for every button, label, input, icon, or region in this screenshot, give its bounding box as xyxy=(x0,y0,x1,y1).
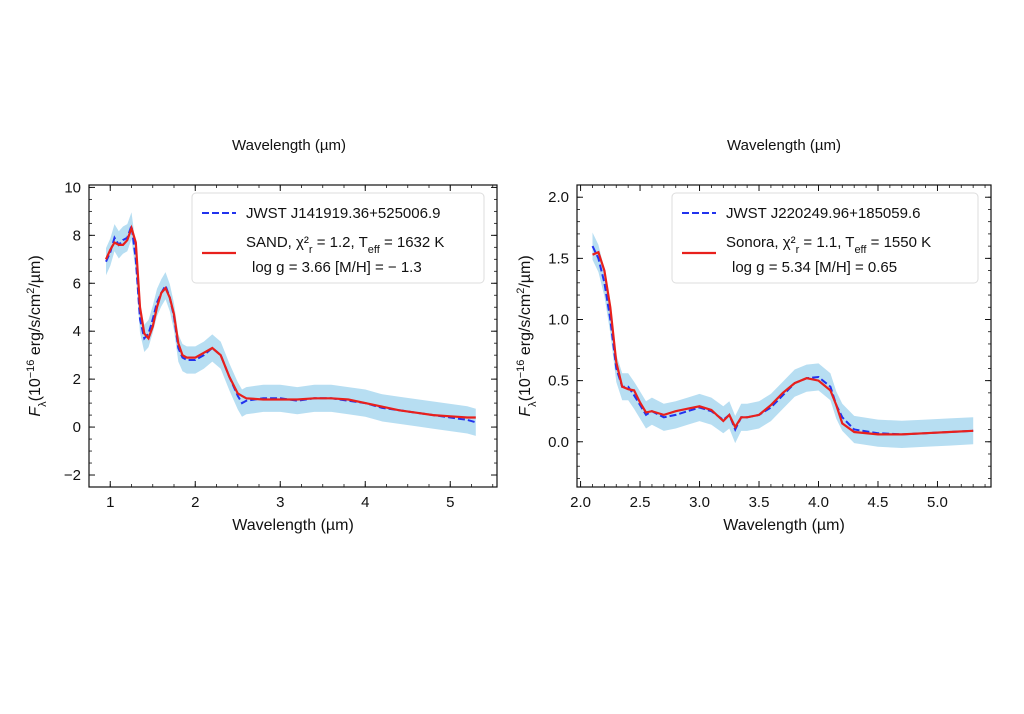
y-tick-label: 2 xyxy=(73,371,81,388)
x-tick-label: 3.5 xyxy=(749,494,770,511)
right-spectrum-panel: 2.0 2.5 3.0 3.5 4.0 4.5 5.0 0.0 0.5 1.0 1.5 2.0 Wave… xyxy=(515,184,992,534)
legend-box xyxy=(191,192,485,284)
y-tick-label: −2 xyxy=(64,467,81,484)
y-tick-label: 1.5 xyxy=(548,250,569,267)
x-tick-label: 3 xyxy=(276,494,284,511)
y-tick-label: 2.0 xyxy=(548,189,569,206)
legend-model-label: SAND, χ²r = 1.2, Teff = 1632 K xyxy=(246,234,444,256)
x-tick-label: 4 xyxy=(361,494,369,511)
top-wavelength-label-right: Wavelength (µm) xyxy=(727,137,841,154)
legend-model-label: Sonora, χ²r = 1.1, Teff = 1550 K xyxy=(726,234,931,256)
x-tick-label: 5 xyxy=(446,494,454,511)
x-tick-label: 3.0 xyxy=(689,494,710,511)
observed-uncertainty-band xyxy=(592,232,974,448)
y-tick-label: 0 xyxy=(73,419,81,436)
x-tick-label: 4.5 xyxy=(868,494,889,511)
left-spectrum-panel: 1 2 3 4 5 −2 0 2 4 6 8 10 Wavelength (µm) Fλ(10−16 er… xyxy=(25,179,498,534)
legend-observed-label: JWST J141919.36+525006.9 xyxy=(246,205,440,222)
x-tick-label: 4.0 xyxy=(808,494,829,511)
y-axis-label: Fλ(10−16 erg/s/cm2/µm) xyxy=(25,255,49,416)
y-tick-label: 1.0 xyxy=(548,311,569,328)
model-spectrum-line xyxy=(592,250,974,436)
x-tick-label: 2 xyxy=(191,494,199,511)
observed-spectrum-line xyxy=(105,225,477,424)
legend-model-params: log g = 5.34 [M/H] = 0.65 xyxy=(732,259,897,276)
x-axis-label: Wavelength (µm) xyxy=(232,517,354,534)
legend-box xyxy=(671,192,979,284)
observed-uncertainty-band xyxy=(106,212,476,436)
x-tick-label: 2.0 xyxy=(570,494,591,511)
x-tick-label: 2.5 xyxy=(630,494,651,511)
y-tick-label: 10 xyxy=(64,179,81,196)
x-tick-label: 5.0 xyxy=(927,494,948,511)
y-tick-label: 0.5 xyxy=(548,373,569,390)
legend-observed-label: JWST J220249.96+185059.6 xyxy=(726,205,920,222)
model-spectrum-line xyxy=(104,224,476,419)
y-tick-label: 8 xyxy=(73,227,81,244)
y-tick-label: 6 xyxy=(73,275,81,292)
y-tick-label: 0.0 xyxy=(548,434,569,451)
top-wavelength-label-left: Wavelength (µm) xyxy=(232,137,346,154)
plot-frame xyxy=(88,184,498,488)
plot-frame xyxy=(576,184,992,488)
legend-model-params: log g = 3.66 [M/H] = − 1.3 xyxy=(252,259,422,276)
x-tick-label: 1 xyxy=(106,494,114,511)
y-axis-label: Fλ(10−16 erg/s/cm2/µm) xyxy=(515,255,539,416)
x-axis-label: Wavelength (µm) xyxy=(723,517,845,534)
y-tick-label: 4 xyxy=(73,323,81,340)
